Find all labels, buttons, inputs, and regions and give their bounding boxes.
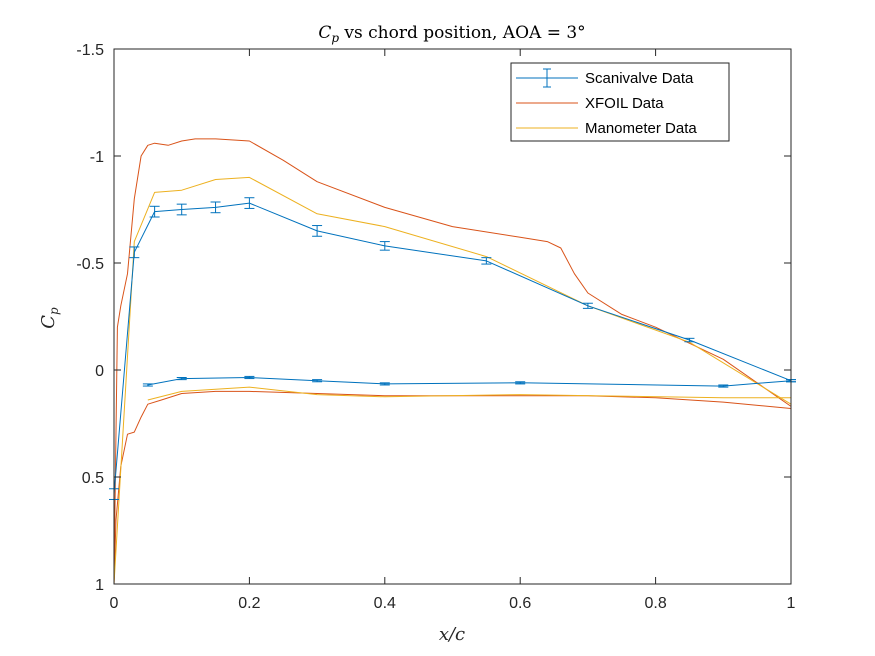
title-rest: vs chord position, AOA = 3° <box>339 23 586 43</box>
x-tick-label: 1 <box>787 595 796 612</box>
error-bar <box>684 337 695 343</box>
error-bar <box>582 302 593 309</box>
legend-label-scanivalve: Scanivalve Data <box>585 70 694 87</box>
error-bar <box>379 382 390 386</box>
y-tick-label: 0 <box>95 363 104 380</box>
y-tick-label: -1 <box>90 149 104 166</box>
x-tick-label: 0.4 <box>374 595 396 612</box>
x-axis-label: x/c <box>439 624 465 645</box>
legend-item-scanivalve: Scanivalve Data <box>516 68 694 88</box>
error-bar <box>481 257 492 265</box>
y-axis-label-main: C <box>38 315 59 329</box>
y-tick-label: -1.5 <box>76 42 104 59</box>
error-bar <box>129 246 140 259</box>
title-main: C <box>318 23 331 43</box>
error-bar <box>244 375 255 380</box>
y-tick-label: 1 <box>95 577 104 594</box>
x-tick-label: 0.8 <box>644 595 666 612</box>
legend-label-xfoil: XFOIL Data <box>585 95 664 112</box>
legend-item-manometer: Manometer Data <box>516 120 697 137</box>
legend-label-manometer: Manometer Data <box>585 120 697 137</box>
error-bar <box>210 201 221 214</box>
error-bar <box>176 203 187 216</box>
error-bar <box>379 241 390 251</box>
error-bar <box>142 383 153 387</box>
error-bar <box>176 376 187 381</box>
x-tick-label: 0.2 <box>238 595 260 612</box>
x-tick-label: 0.6 <box>509 595 531 612</box>
y-tick-label: 0.5 <box>82 470 104 487</box>
error-bar <box>312 379 323 383</box>
title-sub: p <box>331 31 339 45</box>
error-bar <box>718 384 729 388</box>
series-line-manometer-data-1 <box>147 386 791 401</box>
series-line-xfoil-data-0 <box>113 138 792 585</box>
error-bar <box>244 197 255 209</box>
y-tick-label: -0.5 <box>76 256 104 273</box>
series-line-scanivalve-data-1 <box>147 377 792 387</box>
error-bar <box>312 225 323 237</box>
y-ticks: -1.5 -1 -0.5 0 0.5 1 <box>76 42 791 594</box>
error-bar <box>515 381 526 385</box>
legend: Scanivalve Data XFOIL Data Manometer Dat… <box>510 62 730 142</box>
axes-box <box>113 48 792 585</box>
x-ticks: 0 0.2 0.4 0.6 0.8 1 <box>110 49 796 612</box>
x-tick-label: 0 <box>110 595 119 612</box>
chart-title: Cp vs chord position, AOA = 3° <box>318 23 585 45</box>
y-axis-label-sub: p <box>47 307 61 315</box>
series-line-scanivalve-data-0 <box>113 202 792 495</box>
error-bar <box>149 205 160 218</box>
y-axis-label: Cp <box>38 307 61 329</box>
legend-item-xfoil: XFOIL Data <box>516 95 664 112</box>
